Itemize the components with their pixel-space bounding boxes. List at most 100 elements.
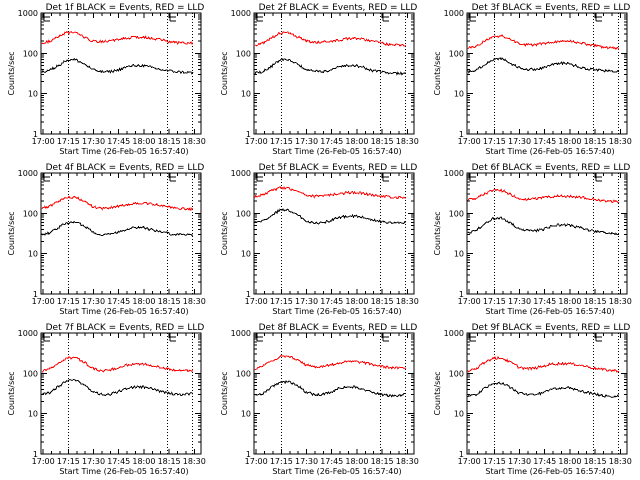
y-tick-label: 1 (459, 290, 464, 299)
y-tick-label: 1 (246, 450, 251, 459)
y-tick-label: 1000 (18, 9, 38, 18)
e-marker-label: E (478, 330, 479, 332)
lld-series-line (41, 195, 194, 212)
chart-title: Det 4f BLACK = Events, RED = LLD (46, 163, 205, 173)
y-tick-label: 100 (236, 209, 251, 218)
y-tick-label: 1000 (18, 169, 38, 178)
events-series-line (254, 208, 407, 225)
x-tick-label: 17:45 (533, 137, 556, 146)
e-marker-label: E (604, 170, 605, 172)
x-tick-label: 18:30 (183, 297, 206, 306)
e-marker-label: E (604, 330, 605, 332)
x-tick-label: 17:00 (458, 137, 481, 146)
e-marker-label: E (265, 170, 266, 172)
x-axis-label: Start Time (26-Feb-05 16:57:40) (59, 307, 188, 316)
x-tick-label: 17:30 (508, 457, 531, 466)
y-tick-label: 1000 (444, 169, 464, 178)
events-series-line (41, 57, 194, 75)
x-tick-label: 17:45 (107, 297, 130, 306)
x-tick-label: 18:15 (158, 297, 181, 306)
chart-title: Det 7f BLACK = Events, RED = LLD (46, 323, 205, 333)
x-axis-label: Start Time (26-Feb-05 16:57:40) (59, 147, 188, 156)
x-axis-label: Start Time (26-Feb-05 16:57:40) (272, 147, 401, 156)
x-tick-label: 17:30 (82, 137, 105, 146)
events-series-line (467, 57, 620, 74)
x-tick-label: 17:45 (320, 297, 343, 306)
x-tick-label: 17:30 (295, 297, 318, 306)
e-marker-label: E (391, 10, 392, 12)
chart-title: Det 2f BLACK = Events, RED = LLD (259, 3, 418, 13)
x-tick-label: 18:15 (584, 297, 607, 306)
x-axis-label: Start Time (26-Feb-05 16:57:40) (59, 467, 188, 476)
events-series-line (467, 216, 619, 236)
detector-panel: Det 9f BLACK = Events, RED = LLD E E 1 10 100… (426, 320, 639, 480)
lld-series-line (467, 34, 620, 51)
y-axis-label: Counts/sec (220, 371, 229, 415)
chart-title: Det 6f BLACK = Events, RED = LLD (472, 163, 631, 173)
x-tick-label: 18:30 (396, 457, 419, 466)
x-tick-label: 17:00 (245, 297, 268, 306)
y-axis-label: Counts/sec (433, 211, 442, 255)
y-tick-label: 1 (459, 130, 464, 139)
x-tick-label: 17:15 (483, 297, 506, 306)
e-marker-label: E (265, 330, 266, 332)
y-axis-label: Counts/sec (433, 371, 442, 415)
e-marker-label: E (178, 170, 179, 172)
events-series-line (254, 380, 407, 398)
x-tick-label: 18:00 (558, 137, 581, 146)
y-tick-label: 1000 (444, 329, 464, 338)
plot-frame (40, 172, 202, 295)
y-tick-label: 10 (28, 250, 38, 259)
x-tick-label: 17:30 (295, 457, 318, 466)
x-tick-label: 17:30 (508, 297, 531, 306)
x-tick-label: 18:00 (132, 137, 155, 146)
y-tick-label: 1 (33, 450, 38, 459)
x-tick-label: 17:15 (57, 297, 80, 306)
lld-series-line (467, 356, 619, 373)
x-tick-label: 18:00 (345, 457, 368, 466)
chart-title: Det 3f BLACK = Events, RED = LLD (472, 3, 631, 13)
y-axis-label: Counts/sec (7, 371, 16, 415)
y-tick-label: 1000 (231, 329, 251, 338)
x-tick-label: 18:30 (609, 297, 632, 306)
x-tick-label: 17:15 (483, 457, 506, 466)
x-tick-label: 17:00 (245, 457, 268, 466)
e-marker-label: E (265, 10, 266, 12)
detector-panel: Det 7f BLACK = Events, RED = LLD E E 1 10 100… (0, 320, 213, 480)
x-tick-label: 18:15 (371, 137, 394, 146)
events-series-line (41, 378, 194, 397)
y-tick-label: 100 (23, 49, 38, 58)
x-tick-label: 18:15 (158, 457, 181, 466)
y-tick-label: 10 (28, 90, 38, 99)
y-tick-label: 100 (23, 369, 38, 378)
x-tick-label: 17:15 (270, 457, 293, 466)
lld-series-line (467, 188, 619, 203)
x-tick-label: 18:00 (132, 297, 155, 306)
detector-panel: Det 3f BLACK = Events, RED = LLD E E 1 10 100… (426, 0, 639, 160)
e-marker-label: E (52, 10, 53, 12)
y-tick-label: 10 (454, 90, 464, 99)
y-tick-label: 10 (241, 410, 251, 419)
chart-title: Det 1f BLACK = Events, RED = LLD (46, 3, 205, 13)
x-tick-label: 18:30 (609, 457, 632, 466)
detector-panel: Det 8f BLACK = Events, RED = LLD E E 1 10 100… (213, 320, 426, 480)
detector-panel: Det 5f BLACK = Events, RED = LLD E E 1 10 100… (213, 160, 426, 320)
plot-frame (253, 172, 415, 295)
y-tick-label: 1 (33, 290, 38, 299)
e-marker-label: E (52, 330, 53, 332)
x-tick-label: 17:15 (270, 297, 293, 306)
y-tick-label: 100 (23, 209, 38, 218)
y-tick-label: 1 (246, 130, 251, 139)
e-marker-label: E (391, 330, 392, 332)
e-marker-label: E (178, 10, 179, 12)
y-tick-label: 10 (454, 410, 464, 419)
x-axis-label: Start Time (26-Feb-05 16:57:40) (485, 147, 614, 156)
